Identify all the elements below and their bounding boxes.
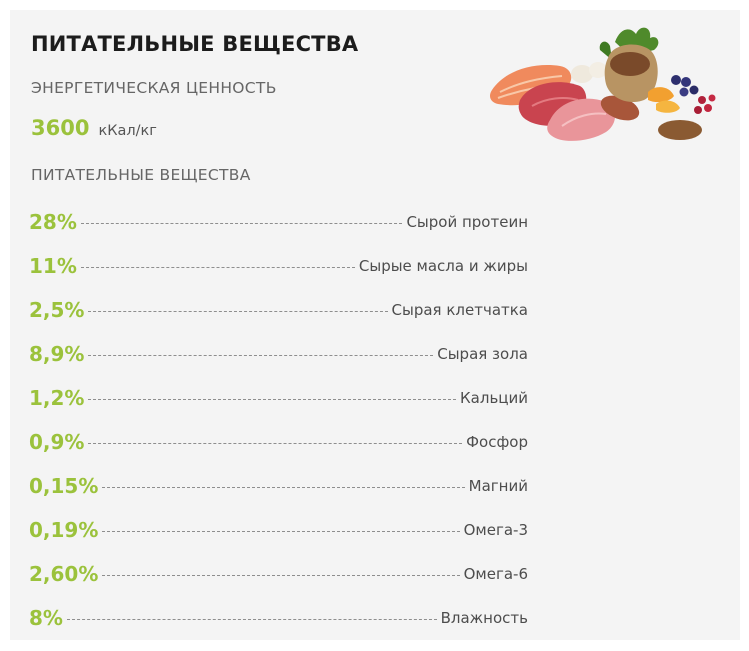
dotted-leader (80, 222, 403, 224)
dotted-leader (88, 442, 463, 444)
dotted-leader (102, 486, 465, 488)
nutrient-name: Влажность (440, 609, 528, 627)
dotted-leader (88, 398, 457, 400)
nutrient-value: 0,15% (29, 474, 99, 498)
energy-unit: кКал/кг (98, 123, 157, 139)
nutrient-name: Кальций (460, 389, 528, 407)
nutrient-value: 0,19% (29, 518, 99, 542)
nutrient-value: 2,5% (29, 298, 85, 322)
nutrient-name: Фосфор (466, 433, 528, 451)
energy-value: 3600 (31, 116, 90, 140)
dotted-leader (66, 618, 437, 620)
nutrient-value: 8,9% (29, 342, 85, 366)
nutrient-row-protein: 28% Сырой протеин (29, 200, 528, 244)
dotted-leader (88, 310, 388, 312)
nutrient-list: 28% Сырой протеин 11% Сырые масла и жиры… (29, 200, 528, 640)
dotted-leader (102, 530, 460, 532)
nutrient-row-fats: 11% Сырые масла и жиры (29, 244, 528, 288)
nutrient-row-omega3: 0,19% Омега-3 (29, 508, 528, 552)
energy-row: 3600 кКал/кг (31, 116, 157, 140)
page-title: ПИТАТЕЛЬНЫЕ ВЕЩЕСТВА (31, 32, 359, 56)
nutrient-row-fiber: 2,5% Сырая клетчатка (29, 288, 528, 332)
dotted-leader (88, 354, 434, 356)
nutrient-name: Магний (468, 477, 528, 495)
nutrient-name: Сырой протеин (406, 213, 528, 231)
food-ingredients-image (490, 27, 716, 141)
dotted-leader (102, 574, 460, 576)
nutrient-name: Омега-6 (463, 565, 528, 583)
nutrient-value: 1,2% (29, 386, 85, 410)
nutrient-value: 2,60% (29, 562, 99, 586)
nutrient-row-ash: 8,9% Сырая зола (29, 332, 528, 376)
nutrient-name: Сырые масла и жиры (358, 257, 528, 275)
nutrient-name: Омега-3 (463, 521, 528, 539)
nutrient-name: Сырая зола (437, 345, 528, 363)
nutrients-label: ПИТАТЕЛЬНЫЕ ВЕЩЕСТВА (31, 166, 251, 184)
nutrient-row-magnesium: 0,15% Магний (29, 464, 528, 508)
nutrient-row-omega6: 2,60% Омега-6 (29, 552, 528, 596)
nutrient-row-calcium: 1,2% Кальций (29, 376, 528, 420)
nutrient-row-moisture: 8% Влажность (29, 596, 528, 640)
nutrient-name: Сырая клетчатка (391, 301, 528, 319)
energy-label: ЭНЕРГЕТИЧЕСКАЯ ЦЕННОСТЬ (31, 79, 277, 97)
nutrient-row-phosphorus: 0,9% Фосфор (29, 420, 528, 464)
nutrient-value: 8% (29, 606, 63, 630)
nutrition-card: ПИТАТЕЛЬНЫЕ ВЕЩЕСТВА ЭНЕРГЕТИЧЕСКАЯ ЦЕНН… (10, 10, 740, 640)
nutrient-value: 0,9% (29, 430, 85, 454)
nutrient-value: 28% (29, 210, 77, 234)
dotted-leader (80, 266, 355, 268)
nutrient-value: 11% (29, 254, 77, 278)
